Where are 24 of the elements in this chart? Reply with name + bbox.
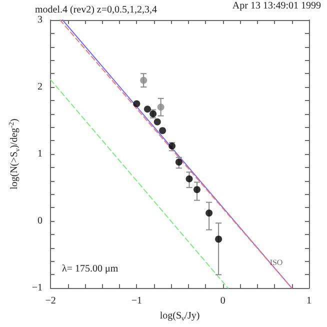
y-tick-label: 2 xyxy=(38,82,43,93)
y-tick-label: −1 xyxy=(32,282,43,294)
annotation: ISO xyxy=(270,258,283,268)
x-tick-label: −1 xyxy=(131,296,142,307)
point xyxy=(144,106,151,113)
x-tick-label: 0 xyxy=(220,296,226,307)
x-tick-label: −2 xyxy=(45,296,56,307)
annotation: λ= 175.00 μm xyxy=(62,264,118,274)
y-tick-label: 0 xyxy=(38,216,43,227)
point xyxy=(215,236,222,243)
point xyxy=(194,186,200,194)
point xyxy=(133,100,140,108)
point xyxy=(159,127,166,134)
point xyxy=(186,175,193,182)
point xyxy=(154,118,161,126)
point xyxy=(140,76,148,84)
y-tick-label: 1 xyxy=(38,148,43,160)
chart-title: model.4 (rev2) z=0,0.5,1,2,3,4 xyxy=(35,4,158,16)
y-tick-label: 3 xyxy=(38,14,43,26)
point xyxy=(175,158,182,166)
point xyxy=(157,104,164,111)
x-tick-label: 1 xyxy=(306,296,312,307)
text: Apr 13 13:49:01 1999 xyxy=(232,0,321,12)
point xyxy=(206,210,213,217)
